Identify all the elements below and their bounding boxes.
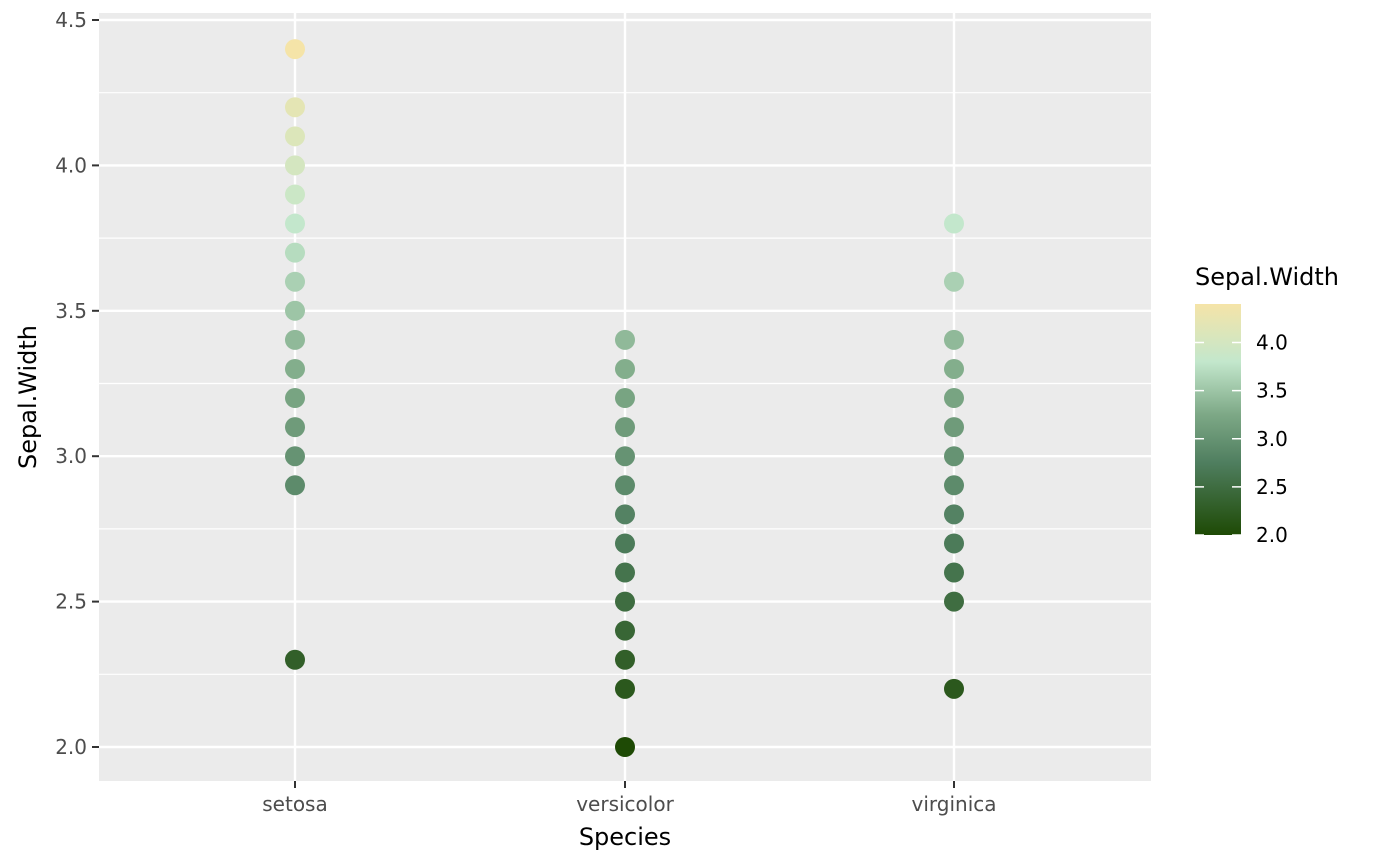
data-point — [615, 329, 635, 350]
data-point — [285, 242, 305, 263]
y-tick-label: 4.5 — [55, 8, 87, 32]
y-tick-label: 3.0 — [55, 444, 87, 468]
data-point — [285, 417, 305, 438]
data-point — [285, 358, 305, 379]
data-point — [944, 271, 964, 292]
data-point — [285, 329, 305, 350]
data-point — [944, 213, 964, 234]
data-point — [944, 446, 964, 467]
data-point — [944, 475, 964, 496]
data-point — [615, 620, 635, 641]
data-point — [285, 300, 305, 321]
data-point — [615, 737, 635, 757]
data-point — [615, 417, 635, 438]
legend-label: 2.5 — [1256, 475, 1288, 499]
data-points — [285, 39, 964, 757]
data-point — [285, 446, 305, 467]
legend-label: 3.0 — [1256, 427, 1288, 451]
legend-label: 3.5 — [1256, 379, 1288, 403]
data-point — [615, 678, 635, 699]
data-point — [944, 329, 964, 350]
y-tick-label: 2.0 — [55, 735, 87, 759]
data-point — [285, 271, 305, 292]
legend-label: 4.0 — [1256, 331, 1288, 355]
data-point — [944, 533, 964, 554]
y-tick-label: 3.5 — [55, 299, 87, 323]
data-point — [615, 358, 635, 379]
legend-label: 2.0 — [1256, 523, 1288, 547]
data-point — [615, 504, 635, 525]
data-point — [944, 358, 964, 379]
data-point — [285, 388, 305, 409]
data-point — [285, 126, 305, 147]
y-axis: 2.0 2.5 3.0 3.5 4.0 4.5 — [55, 8, 99, 759]
x-axis-title: Species — [579, 823, 671, 851]
data-point — [615, 591, 635, 612]
x-tick-label: virginica — [912, 792, 997, 816]
x-tick-label: setosa — [262, 792, 327, 816]
data-point — [944, 417, 964, 438]
y-axis-title: Sepal.Width — [14, 325, 42, 469]
data-point — [944, 678, 964, 699]
data-point — [285, 97, 305, 118]
x-axis: setosa versicolor virginica — [262, 781, 997, 816]
y-tick-label: 2.5 — [55, 590, 87, 614]
legend-title: Sepal.Width — [1195, 263, 1339, 291]
data-point — [285, 184, 305, 205]
legend-ticks: 4.0 3.5 3.0 2.5 2.0 — [1195, 331, 1288, 547]
legend-colorbar — [1195, 304, 1241, 535]
data-point — [285, 649, 305, 670]
data-point — [615, 649, 635, 670]
data-point — [285, 213, 305, 234]
data-point — [285, 39, 305, 60]
legend: Sepal.Width 4.0 3.5 3.0 2.5 2.0 — [1195, 263, 1339, 547]
data-point — [944, 562, 964, 583]
data-point — [615, 533, 635, 554]
data-point — [615, 388, 635, 409]
y-tick-label: 4.0 — [55, 153, 87, 177]
x-tick-label: versicolor — [576, 792, 674, 816]
data-point — [615, 562, 635, 583]
data-point — [615, 475, 635, 496]
data-point — [285, 475, 305, 496]
data-point — [944, 388, 964, 409]
data-point — [944, 504, 964, 525]
data-point — [615, 446, 635, 467]
data-point — [285, 155, 305, 176]
data-point — [944, 591, 964, 612]
